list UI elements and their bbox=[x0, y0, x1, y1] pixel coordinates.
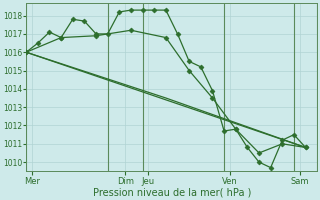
X-axis label: Pression niveau de la mer( hPa ): Pression niveau de la mer( hPa ) bbox=[92, 187, 251, 197]
